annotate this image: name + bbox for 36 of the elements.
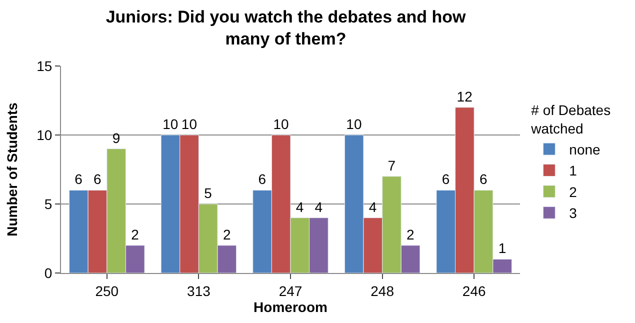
data-label: 10 [273, 116, 289, 132]
data-label: 9 [112, 130, 120, 146]
data-label: 7 [388, 157, 396, 174]
data-label: 2 [222, 226, 231, 242]
data-label: 4 [368, 198, 377, 215]
data-label: 6 [93, 171, 102, 188]
data-label: 5 [204, 185, 212, 201]
x-axis-title: Homeroom [254, 298, 328, 315]
data-label: 2 [406, 226, 415, 242]
data-label: 6 [74, 171, 83, 188]
data-label: 1 [498, 240, 506, 256]
data-label: 6 [480, 171, 488, 188]
data-label: 10 [346, 116, 362, 132]
data-label: 6 [442, 171, 450, 188]
x-tick-label: 246 [462, 282, 486, 299]
y-tick-label: 5 [44, 196, 52, 212]
data-label: 10 [181, 116, 198, 132]
y-tick-label: 10 [36, 126, 52, 143]
data-label: 12 [456, 88, 473, 104]
legend-label: 1 [569, 162, 578, 179]
x-tick-label: 248 [370, 282, 394, 299]
data-label: 10 [162, 116, 178, 132]
y-tick-label: 15 [36, 58, 52, 74]
x-tick-label: 247 [278, 282, 302, 299]
data-label: 2 [131, 226, 140, 242]
data-label: 6 [258, 171, 266, 188]
x-tick-label: 313 [187, 282, 211, 299]
x-tick-label: 250 [95, 282, 119, 299]
data-label: 4 [296, 198, 304, 215]
chart-title: Juniors: Did you watch the debates and how many of them? [106, 8, 466, 49]
legend-label: 2 [569, 184, 578, 200]
y-tick-label: 0 [44, 264, 52, 281]
legend-label: none [569, 142, 601, 158]
y-axis-title: Number of Students [4, 102, 20, 236]
legend-label: 3 [569, 205, 578, 222]
data-label: 4 [314, 198, 323, 215]
